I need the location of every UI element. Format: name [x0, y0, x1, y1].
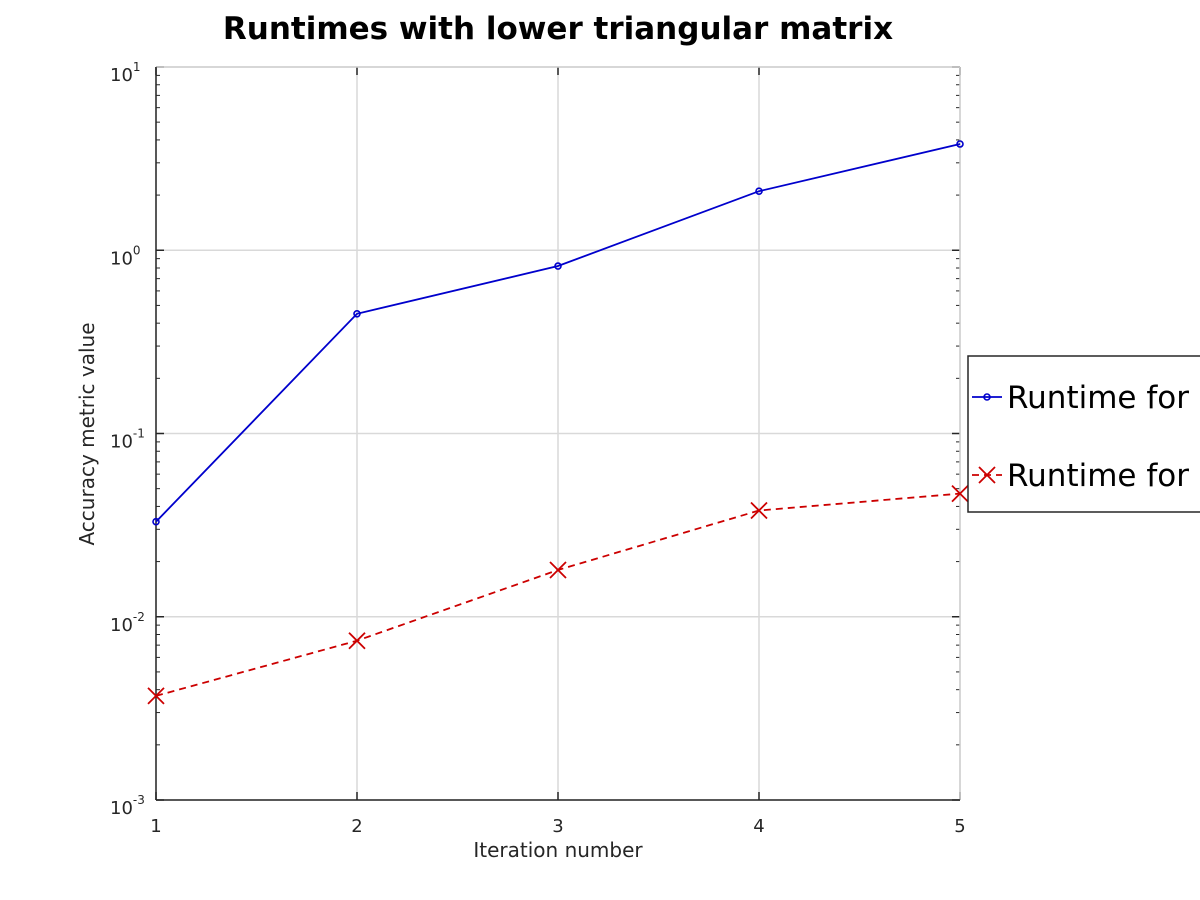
axes	[155, 66, 961, 801]
x-tick-label: 5	[954, 816, 965, 837]
legend-entry: Runtime for ir	[972, 380, 1200, 416]
legend-swatch-marker	[978, 466, 996, 484]
x-axis-label: Iteration number	[473, 838, 643, 862]
x-marker-stroke	[951, 484, 969, 503]
series-red	[147, 484, 969, 705]
series-blue-line	[155, 143, 961, 523]
y-tick-label: 10-2	[110, 610, 145, 636]
x-marker-stroke	[978, 466, 996, 484]
y-tick-label: 100	[110, 243, 141, 269]
x-marker-stroke	[147, 687, 165, 705]
series-blue	[152, 140, 964, 526]
legend-label: Runtime for ro	[1007, 458, 1200, 494]
y-tick-label: 10-3	[110, 793, 145, 819]
legend-entry: Runtime for ro	[972, 458, 1200, 494]
legend-swatch-marker	[983, 393, 991, 401]
y-tick-label: 101	[110, 60, 141, 86]
x-marker-stroke	[549, 561, 567, 579]
legend-label: Runtime for ir	[1007, 380, 1200, 416]
series-red-point	[348, 632, 366, 650]
series-blue-point	[755, 187, 763, 196]
series-layer	[147, 140, 969, 705]
series-red-point	[951, 484, 969, 503]
legend: Runtime for ir Runtime for ro	[967, 355, 1200, 513]
x-tick-label: 4	[753, 816, 764, 837]
series-red-point	[750, 501, 768, 520]
x-tick-label: 3	[552, 816, 563, 837]
grid	[155, 66, 961, 801]
y-tick-label: 10-1	[110, 427, 145, 453]
legend-box	[967, 355, 1200, 513]
x-tick-label: 1	[150, 816, 161, 837]
series-blue-point	[353, 309, 361, 318]
chart-title: Runtimes with lower triangular matrix	[223, 11, 893, 47]
series-blue-point	[956, 140, 964, 148]
x-marker-stroke	[750, 501, 768, 520]
tick-labels: 1 2 3 4 5 10-3 10-2 10-1 100 101	[110, 60, 966, 837]
y-axis-label: Accuracy metric value	[75, 322, 99, 545]
series-blue-point	[554, 262, 562, 270]
series-red-point	[147, 687, 165, 705]
x-tick-label: 2	[351, 816, 362, 837]
x-marker-stroke	[348, 632, 366, 650]
series-red-point	[549, 561, 567, 579]
series-blue-point	[152, 517, 160, 526]
